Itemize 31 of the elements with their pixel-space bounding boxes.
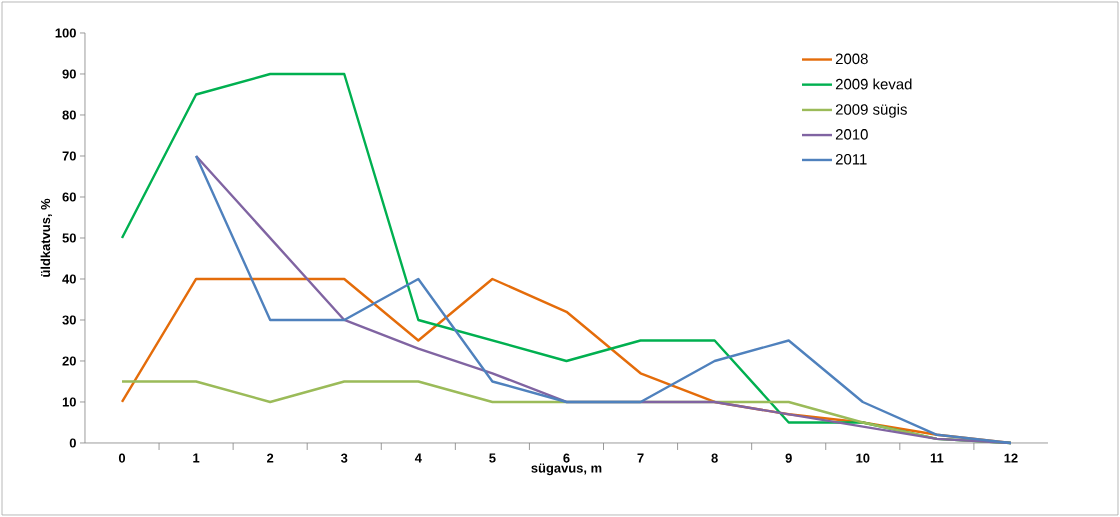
- y-tick-label: 60: [62, 192, 76, 202]
- legend-label: 2008: [835, 53, 868, 65]
- x-tick-label: 6: [563, 453, 570, 463]
- y-tick-label: 80: [62, 110, 76, 120]
- x-tick-label: 5: [489, 453, 496, 463]
- y-tick-label: 50: [62, 233, 76, 243]
- y-tick-label: 20: [62, 356, 76, 366]
- x-tick-label: 10: [856, 453, 870, 463]
- x-tick-label: 1: [193, 453, 200, 463]
- legend-label: 2011: [835, 154, 867, 165]
- y-tick-label: 40: [62, 274, 76, 284]
- y-tick-label: 0: [69, 438, 76, 448]
- y-tick-label: 70: [62, 151, 76, 161]
- x-tick-label: 9: [785, 453, 792, 463]
- x-tick-label: 7: [637, 453, 644, 463]
- x-tick-label: 3: [340, 453, 348, 463]
- x-tick-label: 4: [414, 453, 422, 463]
- y-tick-label: 90: [62, 69, 76, 79]
- x-axis-title: sügavus, m: [531, 463, 602, 476]
- y-tick-label: 10: [62, 397, 76, 407]
- legend-label: 2009 kevad: [835, 78, 912, 90]
- x-tick-label: 8: [711, 453, 718, 463]
- x-tick-label: 0: [118, 453, 126, 463]
- legend-label: 2009 sügis: [835, 103, 907, 118]
- y-axis-title: üldkatvus, %: [40, 198, 52, 277]
- y-tick-label: 100: [55, 28, 76, 38]
- legend-label: 2010: [835, 129, 868, 140]
- x-tick-label: 11: [930, 453, 944, 463]
- x-tick-label: 2: [267, 453, 274, 463]
- y-tick-label: 30: [62, 315, 76, 325]
- x-tick-label: 12: [1004, 453, 1018, 463]
